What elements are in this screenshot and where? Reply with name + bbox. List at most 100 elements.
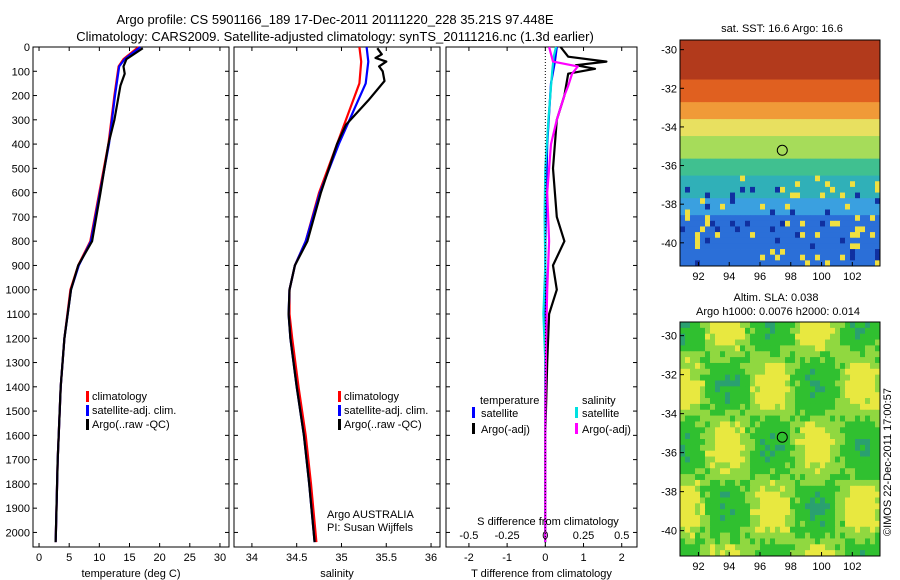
map-cell xyxy=(755,141,761,148)
map-cell xyxy=(745,380,751,387)
map-cell xyxy=(715,520,721,528)
map-cell xyxy=(870,102,876,109)
map-cell xyxy=(720,107,726,114)
map-cell xyxy=(680,40,686,47)
map-cell xyxy=(865,322,871,329)
map-cell xyxy=(720,497,726,504)
map-cell xyxy=(740,141,746,148)
map-cell xyxy=(865,526,871,533)
map-cell xyxy=(815,538,821,545)
map-cell xyxy=(865,141,871,148)
map-cell xyxy=(805,141,811,148)
map-cell xyxy=(725,357,731,364)
map-cell xyxy=(840,503,846,510)
map-cell xyxy=(845,136,851,143)
map-cell xyxy=(805,538,811,545)
map-cell xyxy=(690,386,696,393)
map-cell xyxy=(770,186,776,193)
map-cell xyxy=(700,232,706,239)
map-cell xyxy=(820,164,826,171)
map-cell xyxy=(745,96,751,103)
map-cell xyxy=(680,192,686,199)
map-cell xyxy=(755,538,761,545)
map-cell xyxy=(815,351,821,358)
map-cell xyxy=(695,153,701,160)
x-tick-label: 30 xyxy=(214,552,226,564)
map-cell xyxy=(745,147,751,154)
map-cell xyxy=(835,158,841,165)
map-cell xyxy=(800,203,806,210)
map-cell xyxy=(740,427,746,434)
map-cell xyxy=(835,107,841,114)
map-x-tick-label: 96 xyxy=(754,271,766,283)
map-cell xyxy=(845,491,851,498)
map-cell xyxy=(855,333,861,340)
map-cell xyxy=(725,351,731,358)
map-cell xyxy=(825,421,831,428)
map-cell xyxy=(825,544,831,551)
map-cell xyxy=(745,398,751,405)
map-cell xyxy=(800,73,806,80)
map-cell xyxy=(850,203,856,210)
map-cell xyxy=(690,538,696,545)
map-cell xyxy=(770,192,776,199)
map-cell xyxy=(720,119,726,126)
map-cell xyxy=(875,474,881,481)
map-cell xyxy=(720,439,726,446)
map-cell xyxy=(725,102,731,109)
map-cell xyxy=(845,237,851,244)
map-cell xyxy=(690,209,696,216)
map-cell xyxy=(875,232,881,239)
map-cell xyxy=(815,409,821,416)
map-cell xyxy=(795,520,801,528)
map-cell xyxy=(800,68,806,75)
map-cell xyxy=(840,357,846,364)
map-cell xyxy=(680,107,686,114)
map-cell xyxy=(745,220,751,227)
map-cell xyxy=(805,345,811,352)
map-cell xyxy=(790,462,796,469)
map-cell xyxy=(705,380,711,387)
map-cell xyxy=(690,164,696,171)
map-cell xyxy=(770,158,776,165)
map-cell xyxy=(870,386,876,393)
map-cell xyxy=(705,550,711,557)
map-cell xyxy=(710,40,716,47)
map-cell xyxy=(770,203,776,210)
map-cell xyxy=(865,169,871,176)
map-cell xyxy=(790,124,796,131)
map-cell xyxy=(840,421,846,428)
map-cell xyxy=(830,249,836,256)
map-cell xyxy=(830,450,836,457)
map-cell xyxy=(795,538,801,545)
map-cell xyxy=(845,415,851,422)
map-cell xyxy=(825,73,831,80)
map-cell xyxy=(820,40,826,47)
map-cell xyxy=(780,232,786,239)
map-cell xyxy=(875,40,881,47)
map-cell xyxy=(775,526,781,533)
map-cell xyxy=(870,136,876,143)
map-cell xyxy=(725,409,731,416)
map-cell xyxy=(840,386,846,393)
map-cell xyxy=(730,479,736,487)
map-cell xyxy=(785,421,791,428)
map-cell xyxy=(745,368,751,376)
map-cell xyxy=(775,85,781,92)
map-cell xyxy=(835,509,841,516)
map-cell xyxy=(685,415,691,422)
map-cell xyxy=(845,322,851,329)
map-cell xyxy=(720,421,726,428)
map-cell xyxy=(830,345,836,352)
map-cell xyxy=(750,339,756,346)
map-cell xyxy=(825,403,831,411)
map-cell xyxy=(730,79,736,86)
map-cell xyxy=(765,136,771,143)
map-cell xyxy=(855,124,861,131)
map-cell xyxy=(835,515,841,522)
map-cell xyxy=(745,374,751,381)
map-cell xyxy=(850,357,856,364)
map-cell xyxy=(830,85,836,92)
map-cell xyxy=(855,327,861,335)
map-cell xyxy=(805,136,811,143)
